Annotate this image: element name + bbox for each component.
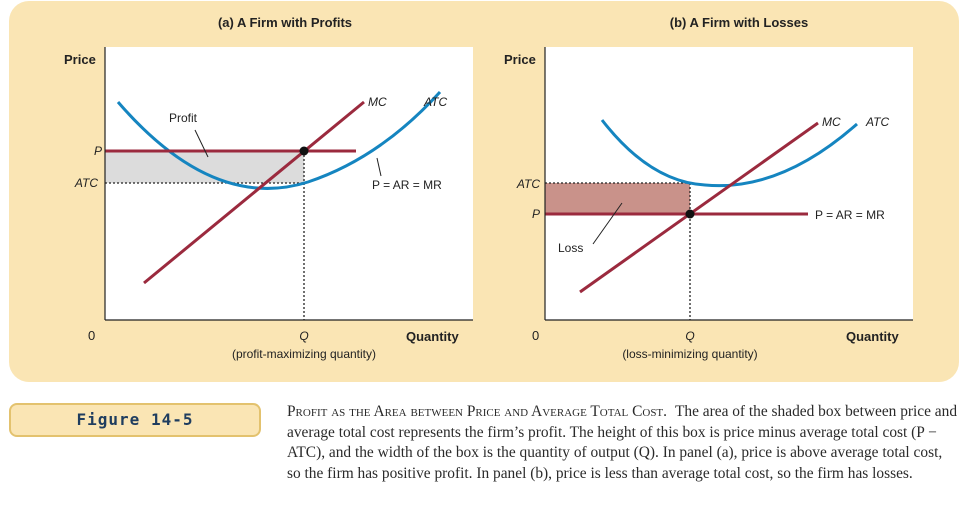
figure-label: Figure 14-5 [76, 410, 194, 429]
panel-b-mc-label: MC [822, 115, 841, 129]
panel-b-atc-label: ATC [865, 115, 889, 129]
panel-a-x-axis-label: Quantity [406, 329, 459, 344]
panel-a-profit-max-point [299, 146, 309, 156]
caption-title: Profit as the Area between Price and Ave… [287, 403, 667, 420]
panel-b-loss-label: Loss [558, 241, 583, 255]
panel-a-atc-tick: ATC [74, 176, 98, 190]
panel-a-profit-area [105, 151, 304, 183]
panel-a-y-axis-label: Price [64, 52, 96, 67]
figure-caption: Profit as the Area between Price and Ave… [287, 402, 959, 484]
panel-b-loss-min-point [685, 209, 695, 219]
panel-b-title: (b) A Firm with Losses [670, 15, 808, 30]
panel-a-price-tick: P [94, 144, 102, 158]
panel-b: (b) A Firm with Losses Price 0 Quantity … [504, 15, 913, 361]
panel-b-y-axis-label: Price [504, 52, 536, 67]
panel-a-profit-label: Profit [169, 111, 198, 125]
panel-a-title: (a) A Firm with Profits [218, 15, 352, 30]
panel-a-origin: 0 [88, 328, 95, 343]
panel-a-profit-label-leader [194, 129, 209, 158]
panel-a-atc-curve [116, 90, 442, 190]
figure-label-badge: Figure 14-5 [9, 403, 261, 437]
caption-body: The area of the shaded box between price… [287, 403, 958, 482]
panel-b-mc-line [579, 121, 819, 294]
panel-a-quantity-tick: Q [299, 329, 308, 343]
panel-a-price-line-label: P = AR = MR [372, 178, 442, 192]
panel-a-mc-label: MC [368, 95, 387, 109]
panel-b-atc-tick: ATC [516, 177, 540, 191]
panel-a: (a) A Firm with Profits Price 0 Quantity… [64, 15, 473, 361]
panel-b-loss-label-leader [592, 202, 623, 245]
panel-b-price-line-label: P = AR = MR [815, 208, 885, 222]
panel-b-quantity-tick: Q [685, 329, 694, 343]
panel-b-origin: 0 [532, 328, 539, 343]
panel-b-quantity-note: (loss-minimizing quantity) [622, 347, 757, 361]
panel-b-x-axis-label: Quantity [846, 329, 899, 344]
panel-a-price-label-leader [376, 157, 382, 177]
panel-b-atc-curve [600, 119, 858, 188]
panel-a-atc-label: ATC [423, 95, 447, 109]
panel-a-quantity-note: (profit-maximizing quantity) [232, 347, 376, 361]
panel-a-mc-line [143, 100, 365, 285]
panel-b-price-tick: P [532, 207, 540, 221]
